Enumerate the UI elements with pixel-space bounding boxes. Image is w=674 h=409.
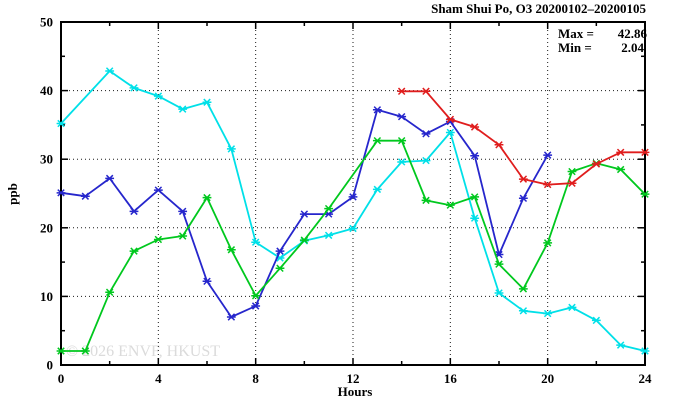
y-tick-label-30: 30 <box>40 152 53 167</box>
series-points-series-cyan <box>56 67 650 355</box>
plot-border <box>60 21 646 366</box>
x-tick-label-0: 0 <box>58 371 65 386</box>
y-tick-label-10: 10 <box>40 289 53 304</box>
x-tick-label-16: 16 <box>444 371 458 386</box>
y-axis-label: ppb <box>5 183 20 205</box>
series-line-series-red <box>401 90 645 186</box>
series-points-series-blue <box>56 106 553 321</box>
series-points-series-red <box>397 87 650 189</box>
x-tick-label-8: 8 <box>252 371 259 386</box>
x-tick-label-24: 24 <box>639 371 653 386</box>
watermark: © 2026 ENVF, HKUST <box>66 343 220 360</box>
annotation-max-value: 42.86 <box>618 26 648 41</box>
x-tick-label-12: 12 <box>347 371 360 386</box>
series-line-series-cyan <box>60 70 646 352</box>
x-axis-label: Hours <box>338 384 373 399</box>
y-tick-label-0: 0 <box>47 358 54 373</box>
annotation-max-label: Max = <box>558 26 594 41</box>
x-tick-label-20: 20 <box>541 371 554 386</box>
annotation-min-value: 2.04 <box>621 40 644 55</box>
y-tick-label-40: 40 <box>40 83 53 98</box>
y-tick-label-20: 20 <box>40 220 53 235</box>
y-tick-label-50: 50 <box>40 15 53 30</box>
series-line-series-green <box>61 139 646 352</box>
annotation-min-label: Min = <box>558 40 592 55</box>
chart-title: Sham Shui Po, O3 20200102–20200105 <box>431 1 646 16</box>
x-tick-label-4: 4 <box>155 371 162 386</box>
